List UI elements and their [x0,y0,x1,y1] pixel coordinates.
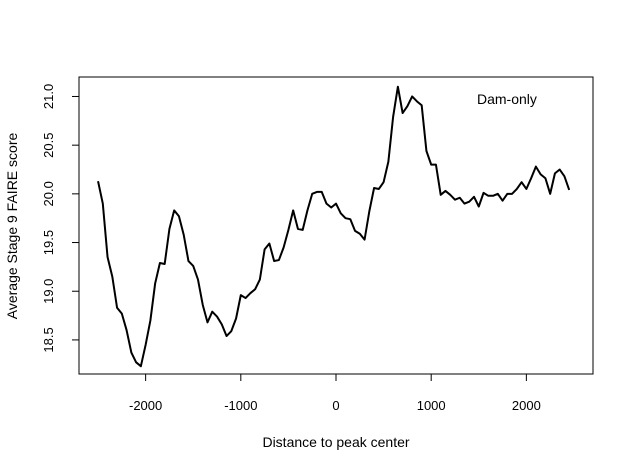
x-axis-title: Distance to peak center [262,434,409,450]
plot-frame [78,76,594,375]
annotation-label: Dam-only [477,91,537,107]
y-tick-label: 20.5 [41,133,56,158]
y-tick-label: 21.0 [41,84,56,109]
x-tick-label: -1000 [224,398,257,413]
y-tick-label: 20.0 [41,181,56,206]
x-tick-label: 2000 [512,398,541,413]
x-tick-label: 1000 [417,398,446,413]
y-axis: 18.5 19.0 19.5 20.0 20.5 21.0 [41,84,79,353]
x-axis: -2000 -1000 0 1000 2000 [129,374,541,413]
y-tick-label: 19.5 [41,230,56,255]
y-tick-label: 19.0 [41,279,56,304]
series-line-0 [97,85,571,368]
x-tick-label: -2000 [129,398,162,413]
series-group [97,85,571,368]
y-tick-label: 18.5 [41,327,56,352]
x-tick-label: 0 [332,398,339,413]
y-axis-title: Average Stage 9 FAIRE score [4,133,20,320]
